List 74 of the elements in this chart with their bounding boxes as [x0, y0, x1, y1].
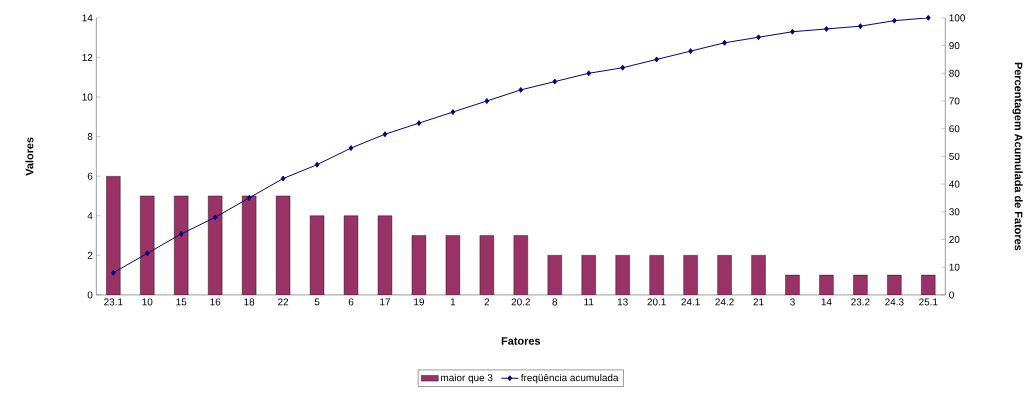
point — [688, 48, 693, 55]
point — [110, 269, 116, 276]
point — [314, 161, 320, 168]
y2-tick-label: 90 — [949, 42, 960, 50]
y-tick-label: 14 — [82, 14, 93, 22]
y2-tick-label: 60 — [949, 125, 960, 133]
point — [722, 39, 727, 46]
y2-tick-label: 100 — [949, 14, 965, 22]
x-tick-label: 25.1 — [919, 298, 938, 306]
y-tick-label: 0 — [87, 291, 93, 299]
point — [178, 230, 184, 237]
x-tick-label: 20.2 — [511, 298, 530, 306]
point — [246, 194, 252, 201]
x-tick-label: 23.2 — [851, 298, 870, 306]
point — [858, 23, 863, 30]
x-tick-label: 16 — [210, 298, 221, 306]
point — [824, 25, 829, 32]
x-tick-label: 11 — [584, 298, 594, 306]
point — [382, 131, 388, 138]
y2-tick-label: 0 — [949, 291, 954, 299]
point — [416, 120, 422, 127]
y-tick-label: 4 — [87, 212, 93, 220]
x-tick-label: 22 — [278, 298, 289, 306]
x-tick-label: 15 — [176, 298, 187, 306]
y-tick-label: 12 — [82, 53, 93, 61]
y-tick-label: 2 — [87, 251, 93, 259]
x-tick-label: 8 — [552, 298, 558, 306]
x-tick-label: 17 — [380, 298, 390, 306]
y-tick-label: 6 — [87, 172, 93, 180]
y-tick-label: 10 — [82, 93, 93, 101]
x-tick-label: 24.2 — [715, 298, 734, 306]
y-axis-title: Valores — [25, 137, 34, 176]
x-tick-label: 6 — [348, 298, 354, 306]
point — [925, 14, 931, 21]
point — [280, 175, 286, 182]
point — [620, 64, 626, 71]
point — [654, 56, 659, 63]
x-tick-label: 19 — [414, 298, 424, 306]
point — [586, 70, 592, 77]
point — [891, 17, 897, 24]
x-tick-label: 3 — [790, 298, 795, 306]
y2-tick-label: 40 — [949, 180, 960, 188]
x-tick-label: 13 — [617, 298, 628, 306]
y2-tick-label: 50 — [949, 152, 960, 160]
point — [450, 109, 456, 115]
x-tick-label: 20.1 — [647, 298, 666, 306]
x-tick-label: 24.1 — [681, 298, 700, 306]
point — [484, 97, 490, 104]
x-tick-label: 24.3 — [885, 298, 904, 306]
point — [348, 145, 354, 151]
y2-tick-label: 30 — [949, 208, 960, 216]
x-tick-label: 14 — [821, 298, 832, 306]
y2-tick-label: 20 — [949, 235, 960, 243]
point — [144, 250, 150, 257]
x-tick-label: 10 — [142, 298, 153, 306]
y2-tick-label: 10 — [949, 263, 960, 271]
x-tick-label: 18 — [244, 298, 255, 306]
x-tick-label: 2 — [484, 298, 490, 306]
y-tick-label: 8 — [87, 133, 93, 141]
legend-label: freqüência acumulada — [520, 373, 619, 384]
y2-tick-label: 70 — [949, 97, 960, 105]
x-tick-label: 1 — [450, 298, 456, 306]
point — [518, 86, 524, 93]
x-tick-label: 23.1 — [104, 298, 123, 306]
y2-tick-label: 80 — [949, 69, 960, 77]
legend-label: maior que 3 — [441, 373, 493, 384]
y2-axis-title: Percentagem Acumulada de Fatores — [1012, 62, 1023, 251]
point — [552, 78, 558, 85]
x-tick-label: 21 — [753, 298, 764, 306]
point — [212, 214, 218, 221]
point — [790, 28, 795, 35]
point — [756, 34, 761, 41]
x-axis-title: Fatores — [501, 337, 541, 345]
x-tick-label: 5 — [314, 298, 320, 306]
